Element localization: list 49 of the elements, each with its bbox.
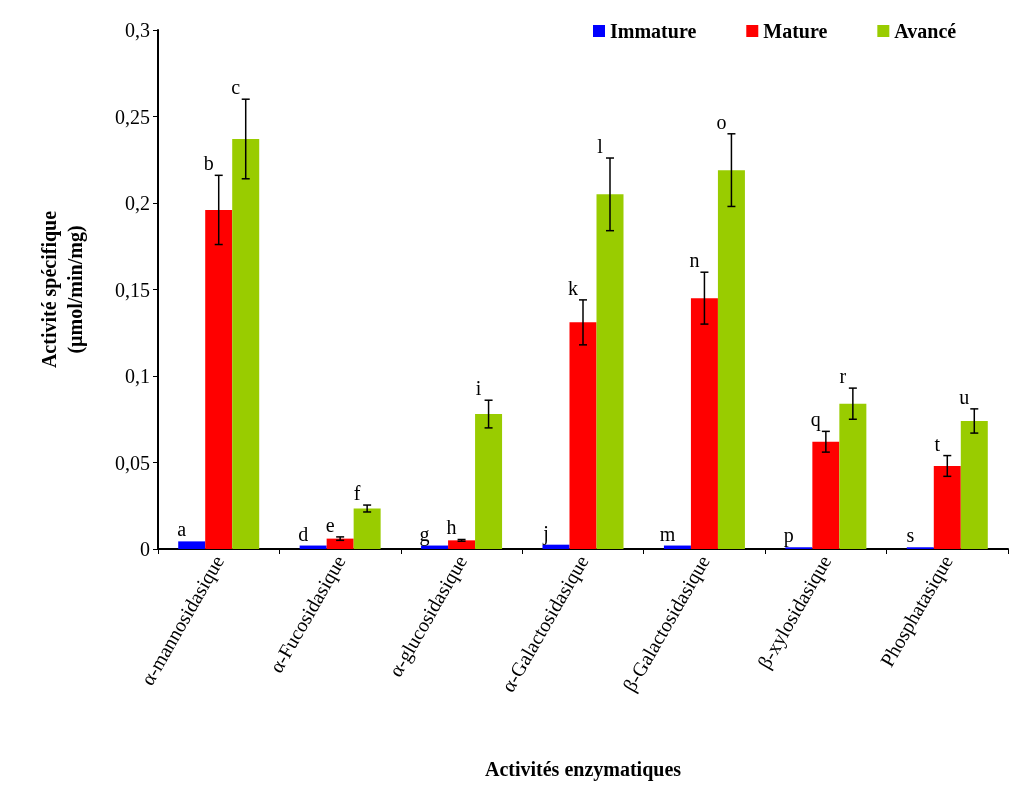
annotation: i <box>475 377 482 400</box>
annotation: q <box>810 408 821 432</box>
bar <box>326 538 354 549</box>
annotation: j <box>542 521 549 545</box>
annotation: u <box>959 385 970 408</box>
annotation: g <box>419 522 430 546</box>
legend-label: Immature <box>610 20 697 42</box>
bar <box>933 465 961 549</box>
annotation: p <box>783 524 794 548</box>
x-axis-title: Activités enzymatiques <box>484 758 682 781</box>
bar <box>475 414 503 549</box>
annotation: b <box>203 152 214 175</box>
bar <box>448 540 476 549</box>
bar <box>596 194 624 549</box>
y-tick-label: 0,05 <box>115 451 150 474</box>
bar <box>717 170 745 549</box>
bar <box>569 322 597 549</box>
bar <box>542 544 570 549</box>
y-tick-label: 0 <box>140 538 150 560</box>
y-tick-label: 0,15 <box>115 278 150 301</box>
y-tick-label: 0,1 <box>125 365 150 387</box>
annotation: t <box>934 432 941 455</box>
y-tick-label: 0,25 <box>115 105 150 128</box>
annotation: m <box>659 522 676 545</box>
bar <box>205 209 233 549</box>
annotation: r <box>839 365 847 388</box>
annotation: l <box>597 135 604 158</box>
bar <box>812 441 840 549</box>
bar <box>839 403 867 549</box>
y-axis-title: Activité spécifique (µmol/min/mg) <box>38 210 87 369</box>
annotation: o <box>716 110 727 133</box>
y-tick-label: 0,3 <box>125 19 150 41</box>
annotation: d <box>298 522 309 545</box>
bar <box>178 541 206 549</box>
annotation: e <box>325 513 335 536</box>
bar <box>690 298 718 549</box>
annotation: k <box>568 276 578 299</box>
annotation: n <box>689 249 700 272</box>
annotation: c <box>231 76 241 99</box>
bar <box>353 508 381 549</box>
annotation: s <box>906 524 915 547</box>
annotation: a <box>177 518 187 541</box>
legend-label: Mature <box>763 20 828 42</box>
bar <box>960 420 988 549</box>
y-tick-label: 0,2 <box>125 192 150 214</box>
annotation: f <box>353 482 361 505</box>
bar <box>232 138 260 549</box>
legend-label: Avancé <box>894 20 957 42</box>
annotation: h <box>446 516 457 539</box>
